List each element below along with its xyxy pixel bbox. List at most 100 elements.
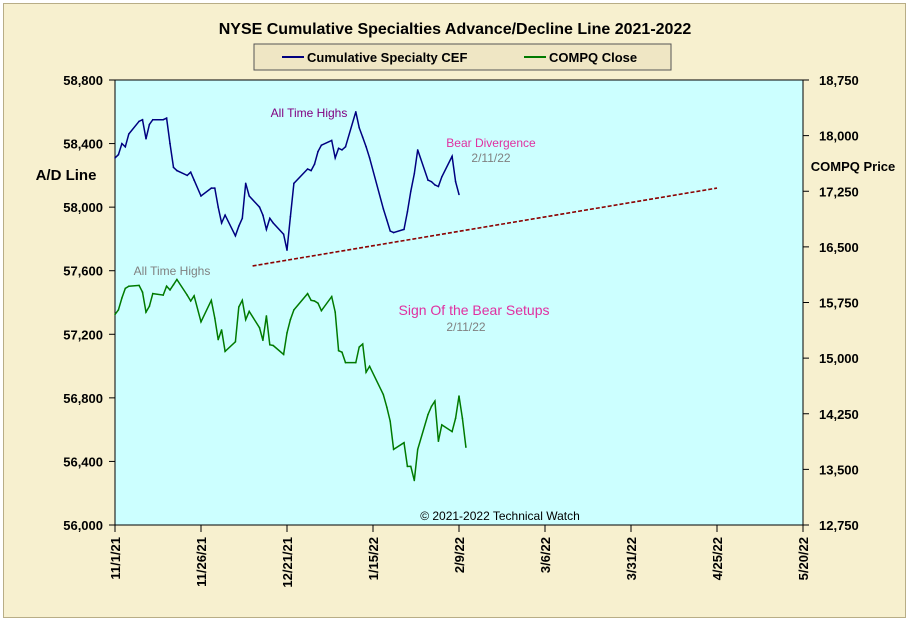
x-tick-label: 4/25/22 [710, 537, 725, 580]
data-point [217, 338, 219, 341]
data-point [172, 166, 175, 169]
data-point [193, 179, 195, 181]
series-points-ad [114, 111, 460, 251]
data-point [248, 310, 250, 313]
data-point [320, 144, 323, 146]
data-point [344, 146, 347, 148]
left-axis: 56,000 56,400 56,800 57,200 57,600 58,000 58,4… [63, 73, 115, 533]
data-point [389, 420, 392, 423]
data-point [145, 138, 147, 140]
data-point [337, 147, 340, 150]
data-point [461, 417, 464, 420]
data-point [458, 193, 460, 196]
data-point [361, 136, 364, 138]
x-tick-label: 2/9/22 [452, 537, 467, 573]
left-tick-label: 56,400 [63, 454, 103, 469]
data-point [451, 430, 453, 433]
data-point [114, 313, 116, 316]
data-point [310, 299, 312, 302]
data-point [410, 190, 412, 193]
data-point [361, 343, 364, 345]
data-point [124, 146, 127, 148]
data-point [403, 228, 405, 231]
data-point [269, 344, 271, 346]
legend-label-ad: Cumulative Specialty CEF [307, 50, 467, 65]
data-point [465, 446, 467, 448]
data-point [141, 118, 144, 121]
x-tick-label: 1/15/22 [366, 537, 381, 580]
legend-box [253, 43, 672, 71]
annotation-setups-date: 2/11/22 [446, 320, 485, 334]
data-point [145, 311, 147, 313]
x-axis: 11/1/21 11/26/21 12/21/21 1/15/22 2/9/22 3/6/… [108, 525, 811, 588]
data-point [114, 157, 116, 159]
data-point [169, 142, 171, 145]
data-point [148, 305, 151, 308]
data-point [355, 111, 357, 113]
data-point [416, 448, 419, 451]
right-axis: 12,750 13,500 14,250 15,000 15,750 16,500 17,2… [803, 73, 859, 533]
data-point [441, 424, 443, 426]
data-point [382, 393, 385, 396]
data-point [148, 123, 151, 126]
right-tick-label: 15,000 [819, 351, 859, 366]
left-tick-label: 58,000 [63, 200, 103, 215]
data-point [224, 214, 226, 216]
data-point [262, 339, 264, 342]
data-point [358, 126, 361, 129]
data-point [210, 299, 213, 302]
data-point [238, 306, 240, 308]
left-tick-label: 58,400 [63, 137, 103, 152]
series-line-ad [114, 111, 460, 251]
data-point [241, 299, 244, 302]
data-point [200, 195, 202, 197]
data-point [217, 206, 219, 208]
annotation-ad-all-time-highs: All Time Highs [271, 106, 348, 120]
data-point [189, 300, 192, 302]
right-tick-label: 18,000 [819, 129, 859, 144]
left-tick-label: 57,200 [63, 327, 103, 342]
x-tick-label: 3/6/22 [538, 537, 553, 573]
data-point [265, 315, 268, 317]
data-point [441, 176, 443, 178]
data-point [337, 349, 340, 352]
data-point [313, 163, 316, 165]
x-tick-label: 12/21/21 [280, 537, 295, 588]
data-point [165, 285, 168, 288]
data-point [193, 295, 195, 297]
data-point [210, 187, 213, 189]
x-tick-label: 5/20/22 [796, 537, 811, 580]
data-point [306, 168, 309, 170]
series-line-compq [114, 278, 467, 481]
data-point [176, 169, 178, 172]
data-point [416, 149, 419, 151]
data-point [234, 235, 237, 237]
data-point [451, 155, 453, 158]
data-point [165, 117, 168, 119]
data-point [124, 287, 127, 290]
data-point [413, 479, 416, 482]
right-tick-label: 15,750 [819, 296, 859, 311]
right-tick-label: 14,250 [819, 407, 859, 422]
data-point [117, 309, 120, 311]
data-point [317, 302, 319, 305]
series-points-compq [114, 278, 467, 482]
data-point [403, 441, 405, 444]
chart-title: NYSE Cumulative Specialties Advance/Decl… [219, 21, 692, 38]
annotation-divergence-date: 2/11/22 [471, 151, 510, 165]
data-point [234, 341, 237, 343]
data-point [382, 207, 385, 210]
data-point [365, 146, 367, 148]
data-point [344, 361, 347, 364]
data-point [258, 206, 261, 208]
data-point [186, 174, 188, 177]
data-point [320, 309, 323, 312]
left-tick-label: 56,000 [63, 518, 103, 533]
data-point [430, 180, 433, 183]
data-point [341, 149, 343, 151]
data-point [289, 215, 292, 218]
data-point [172, 283, 175, 286]
legend: Cumulative Specialty CEF COMPQ Close [253, 43, 672, 71]
data-point [258, 326, 261, 329]
